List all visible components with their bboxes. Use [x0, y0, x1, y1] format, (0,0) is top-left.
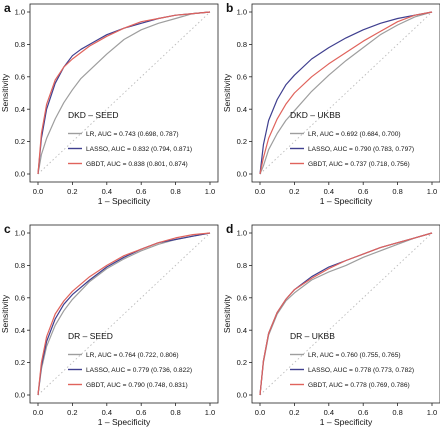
x-tick-label: 0.0 — [33, 408, 43, 417]
y-tick-label: 0.6 — [237, 72, 247, 81]
y-tick-label: 0.8 — [15, 40, 25, 49]
panel-c: c 0.0 0.0 0.2 0.2 0.4 0.4 0.6 0.6 0.8 0.8 1.0 1.0 1 –… — [0, 222, 219, 427]
legend-title: DKD – UKBB — [290, 110, 341, 120]
y-axis-label: Sensitivity — [0, 294, 10, 333]
legend-label-0: LR, AUC = 0.764 (0.722, 0.806) — [86, 352, 179, 359]
plot-frame — [251, 3, 440, 183]
y-tick-label: 0.6 — [15, 293, 25, 302]
legend-label-0: LR, AUC = 0.760 (0.755, 0.765) — [308, 352, 401, 359]
x-tick-label: 0.6 — [358, 187, 368, 196]
roc-curve-2 — [37, 232, 211, 396]
x-tick-label: 1.0 — [205, 408, 215, 417]
panel-label: c — [4, 222, 11, 236]
x-tick-label: 0.2 — [289, 187, 299, 196]
plot-frame — [251, 224, 440, 404]
y-tick-label: 0.2 — [237, 358, 247, 367]
x-tick-label: 0.8 — [170, 408, 180, 417]
legend-label-2: GBDT, AUC = 0.790 (0.748, 0.831) — [86, 382, 188, 389]
reference-diagonal — [37, 232, 211, 396]
reference-diagonal — [259, 11, 433, 175]
x-tick-label: 0.8 — [170, 187, 180, 196]
x-tick-label: 0.8 — [392, 408, 402, 417]
panel-label: b — [226, 1, 233, 15]
y-axis-label: Sensitivity — [222, 73, 232, 112]
panel-label: d — [226, 222, 233, 236]
roc-curve-1 — [37, 232, 211, 396]
panel-label: a — [4, 1, 11, 15]
roc-curve-2 — [259, 11, 433, 175]
legend-title: DR – UKBB — [290, 331, 335, 341]
y-tick-label: 0.0 — [15, 391, 25, 400]
y-tick-label: 0.8 — [237, 40, 247, 49]
x-axis-label: 1 – Specificity — [98, 417, 151, 427]
y-tick-label: 0.4 — [15, 326, 25, 335]
legend-label-1: LASSO, AUC = 0.779 (0.736, 0.822) — [86, 367, 192, 374]
x-tick-label: 0.0 — [255, 187, 265, 196]
y-tick-label: 0.2 — [237, 137, 247, 146]
y-tick-label: 1.0 — [15, 8, 25, 17]
legend-label-1: LASSO, AUC = 0.832 (0.794, 0.871) — [86, 146, 192, 153]
legend-label-0: LR, AUC = 0.692 (0.684, 0.700) — [308, 131, 401, 138]
y-tick-label: 1.0 — [237, 229, 247, 238]
x-tick-label: 1.0 — [427, 408, 437, 417]
y-tick-label: 0.8 — [237, 261, 247, 270]
legend-label-2: GBDT, AUC = 0.737 (0.718, 0.756) — [308, 161, 410, 168]
x-tick-label: 1.0 — [427, 187, 437, 196]
x-tick-label: 0.6 — [136, 408, 146, 417]
x-tick-label: 0.6 — [136, 187, 146, 196]
roc-curve-0 — [259, 232, 433, 396]
reference-diagonal — [259, 232, 433, 396]
legend-title: DR – SEED — [68, 331, 113, 341]
x-tick-label: 0.4 — [102, 187, 112, 196]
y-tick-label: 0.0 — [15, 170, 25, 179]
y-tick-label: 0.2 — [15, 358, 25, 367]
panel-d: d 0.0 0.0 0.2 0.2 0.4 0.4 0.6 0.6 0.8 0.8 1.0 1.0 1 –… — [222, 222, 440, 427]
reference-diagonal — [37, 11, 211, 175]
legend-label-1: LASSO, AUC = 0.778 (0.773, 0.782) — [308, 367, 414, 374]
roc-curve-2 — [259, 232, 433, 396]
roc-curve-1 — [259, 11, 433, 175]
x-tick-label: 0.4 — [324, 187, 334, 196]
panel-b: b 0.0 0.0 0.2 0.2 0.4 0.4 0.6 0.6 0.8 0.8 1.0 1.0 1 –… — [222, 1, 440, 206]
y-tick-label: 1.0 — [15, 229, 25, 238]
plot-frame — [29, 3, 219, 183]
plot-frame — [29, 224, 219, 404]
x-tick-label: 0.0 — [255, 408, 265, 417]
panel-a: a 0.0 0.0 0.2 0.2 0.4 0.4 0.6 0.6 0.8 0.8 1.0 1.0 1 –… — [0, 1, 219, 206]
legend-label-1: LASSO, AUC = 0.790 (0.783, 0.797) — [308, 146, 414, 153]
y-tick-label: 0.0 — [237, 170, 247, 179]
y-axis-label: Sensitivity — [0, 73, 10, 112]
y-tick-label: 0.6 — [15, 72, 25, 81]
legend-label-0: LR, AUC = 0.743 (0.698, 0.787) — [86, 131, 179, 138]
x-tick-label: 0.8 — [392, 187, 402, 196]
roc-curve-2 — [37, 11, 211, 175]
legend-label-2: GBDT, AUC = 0.838 (0.801, 0.874) — [86, 161, 188, 168]
y-tick-label: 0.4 — [237, 105, 247, 114]
x-tick-label: 0.2 — [289, 408, 299, 417]
x-tick-label: 0.4 — [324, 408, 334, 417]
x-axis-label: 1 – Specificity — [98, 196, 151, 206]
legend-title: DKD – SEED — [68, 110, 119, 120]
y-tick-label: 0.0 — [237, 391, 247, 400]
x-tick-label: 0.2 — [67, 187, 77, 196]
y-tick-label: 1.0 — [237, 8, 247, 17]
y-tick-label: 0.4 — [237, 326, 247, 335]
x-tick-label: 0.4 — [102, 408, 112, 417]
roc-curve-0 — [37, 11, 211, 175]
y-tick-label: 0.2 — [15, 137, 25, 146]
y-tick-label: 0.6 — [237, 293, 247, 302]
x-tick-label: 0.0 — [33, 187, 43, 196]
legend-label-2: GBDT, AUC = 0.778 (0.769, 0.786) — [308, 382, 410, 389]
x-tick-label: 1.0 — [205, 187, 215, 196]
x-tick-label: 0.6 — [358, 408, 368, 417]
x-tick-label: 0.2 — [67, 408, 77, 417]
y-tick-label: 0.8 — [15, 261, 25, 270]
x-axis-label: 1 – Specificity — [320, 417, 373, 427]
y-tick-label: 0.4 — [15, 105, 25, 114]
y-axis-label: Sensitivity — [222, 294, 232, 333]
roc-curve-0 — [259, 11, 433, 175]
x-axis-label: 1 – Specificity — [320, 196, 373, 206]
